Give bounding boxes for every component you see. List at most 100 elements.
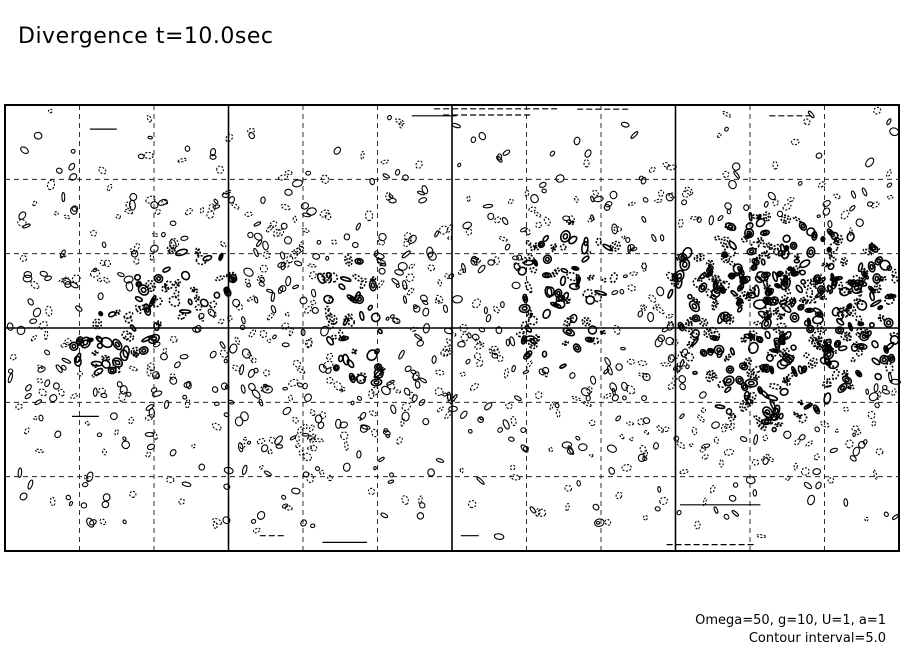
negative-contour — [529, 266, 538, 274]
positive-contour — [382, 173, 390, 179]
negative-contour — [589, 453, 594, 458]
positive-contour — [162, 266, 171, 273]
positive-contour — [356, 395, 363, 401]
positive-contour — [789, 312, 800, 323]
positive-contour — [520, 444, 529, 453]
inner-contour — [563, 341, 568, 346]
negative-contour — [209, 300, 218, 309]
inner-contour — [884, 347, 888, 352]
positive-contour — [851, 281, 863, 295]
negative-contour — [639, 445, 647, 454]
negative-contour — [520, 320, 530, 333]
inner-contour — [748, 370, 753, 376]
positive-contour — [407, 234, 417, 244]
positive-contour — [270, 291, 276, 303]
negative-contour — [876, 390, 882, 400]
negative-contour — [662, 426, 670, 433]
negative-contour — [445, 338, 453, 346]
negative-contour — [792, 216, 802, 223]
positive-contour — [416, 190, 426, 196]
inner-contour — [763, 419, 770, 424]
positive-contour — [354, 294, 365, 305]
positive-contour — [647, 311, 655, 323]
positive-contour — [169, 239, 177, 250]
positive-contour — [746, 247, 757, 256]
positive-contour — [886, 118, 892, 126]
positive-contour — [798, 221, 808, 231]
negative-contour — [699, 446, 707, 453]
positive-contour — [836, 318, 845, 326]
negative-contour — [440, 348, 452, 357]
negative-contour — [691, 426, 698, 436]
negative-contour — [785, 268, 794, 276]
inner-contour — [802, 367, 806, 372]
negative-contour — [134, 304, 142, 314]
negative-contour — [723, 313, 735, 325]
positive-contour — [590, 214, 595, 221]
positive-contour — [198, 463, 206, 471]
inner-contour — [707, 267, 713, 272]
negative-contour — [566, 219, 575, 226]
negative-contour — [751, 213, 759, 220]
positive-contour — [881, 389, 891, 395]
positive-contour — [725, 408, 733, 415]
inner-contour — [845, 333, 850, 339]
negative-contour — [44, 330, 49, 340]
negative-contour — [371, 428, 379, 438]
negative-contour — [146, 114, 152, 123]
negative-contour — [619, 433, 625, 440]
positive-contour — [289, 435, 297, 441]
inner-contour — [722, 252, 727, 257]
positive-contour — [418, 197, 428, 204]
positive-contour — [763, 200, 769, 208]
negative-contour — [763, 249, 771, 259]
inner-contour — [782, 216, 789, 222]
positive-contour — [622, 395, 627, 401]
positive-contour — [282, 386, 289, 391]
inner-contour — [767, 289, 773, 295]
positive-contour — [812, 404, 821, 415]
negative-contour — [227, 315, 233, 322]
positive-contour — [886, 182, 893, 188]
negative-contour — [654, 198, 663, 203]
positive-contour — [879, 259, 891, 271]
positive-contour — [69, 173, 78, 181]
positive-contour — [68, 501, 74, 507]
positive-contour — [822, 200, 831, 207]
negative-contour — [286, 255, 294, 264]
negative-contour — [659, 496, 669, 505]
positive-contour — [65, 494, 72, 501]
positive-contour — [301, 432, 310, 437]
negative-contour — [503, 367, 509, 379]
inner-contour — [136, 282, 141, 287]
positive-contour — [179, 354, 189, 360]
inner-contour — [783, 297, 789, 303]
positive-contour — [523, 259, 534, 266]
negative-contour — [855, 349, 864, 357]
negative-contour — [195, 254, 208, 266]
positive-contour — [779, 387, 789, 396]
inner-contour — [346, 257, 351, 264]
positive-contour — [865, 388, 869, 395]
positive-contour — [378, 232, 387, 242]
positive-contour — [388, 197, 397, 204]
negative-contour — [307, 263, 317, 268]
negative-contour — [91, 350, 99, 356]
positive-contour — [194, 325, 202, 333]
negative-contour — [573, 196, 579, 203]
positive-contour — [339, 276, 352, 283]
positive-contour — [691, 314, 701, 323]
inner-contour — [813, 339, 820, 346]
positive-contour — [256, 510, 266, 520]
positive-contour — [92, 387, 98, 397]
positive-contour — [882, 384, 888, 391]
positive-contour — [355, 222, 361, 231]
positive-contour — [109, 412, 118, 421]
negative-contour — [684, 186, 694, 196]
negative-contour — [693, 253, 706, 262]
inner-contour — [373, 380, 380, 385]
positive-contour — [799, 269, 806, 276]
negative-contour — [629, 271, 639, 276]
positive-contour — [333, 146, 342, 155]
negative-contour — [401, 402, 411, 411]
